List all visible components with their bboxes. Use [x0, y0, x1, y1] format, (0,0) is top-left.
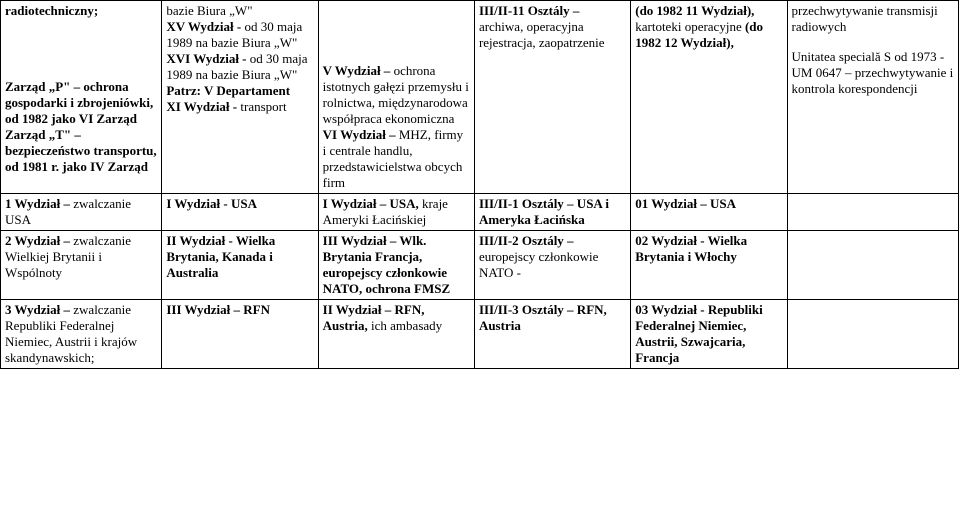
text: 02 Wydział - Wielka Brytania i Włochy [635, 233, 782, 265]
cell: 02 Wydział - Wielka Brytania i Włochy [631, 231, 787, 300]
table-row: 2 Wydział – zwalczanie Wielkiej Brytanii… [1, 231, 959, 300]
cell [787, 231, 958, 300]
cell: (do 1982 11 Wydział), kartoteki operacyj… [631, 1, 787, 194]
cell: przechwytywanie transmisji radiowych Uni… [787, 1, 958, 194]
text: 03 Wydział - Republiki Federalnej Niemie… [635, 302, 782, 366]
cell: II Wydział – RFN, Austria, ich ambasady [318, 300, 474, 369]
cell: bazie Biura „W" XV Wydział - od 30 maja … [162, 1, 318, 194]
cell: III/II-3 Osztály – RFN, Austria [474, 300, 630, 369]
text: III/II-11 Osztály – archiwa, operacyjna … [479, 3, 626, 51]
cell: III/II-1 Osztály – USA i Ameryka Łacińsk… [474, 194, 630, 231]
cell: I Wydział – USA, kraje Ameryki Łacińskie… [318, 194, 474, 231]
text: (do 1982 11 Wydział), kartoteki operacyj… [635, 3, 782, 51]
text: I Wydział - USA [166, 196, 313, 212]
text: I Wydział – USA, kraje Ameryki Łacińskie… [323, 196, 470, 228]
text: radiotechniczny; [5, 3, 157, 19]
cell: I Wydział - USA [162, 194, 318, 231]
cell [787, 300, 958, 369]
cell: radiotechniczny; Zarząd „P" – ochrona go… [1, 1, 162, 194]
text: XV Wydział - od 30 maja 1989 na bazie Bi… [166, 19, 313, 51]
cell: III Wydział – RFN [162, 300, 318, 369]
text: bazie Biura „W" [166, 3, 313, 19]
cell: 1 Wydział – zwalczanie USA [1, 194, 162, 231]
cell: III/II-11 Osztály – archiwa, operacyjna … [474, 1, 630, 194]
text: V Wydział – ochrona istotnych gałęzi prz… [323, 63, 470, 127]
cell: V Wydział – ochrona istotnych gałęzi prz… [318, 1, 474, 194]
text: II Wydział - Wielka Brytania, Kanada i A… [166, 233, 313, 281]
cell: 03 Wydział - Republiki Federalnej Niemie… [631, 300, 787, 369]
cell: III Wydział – Wlk. Brytania Francja, eur… [318, 231, 474, 300]
cell: 2 Wydział – zwalczanie Wielkiej Brytanii… [1, 231, 162, 300]
table-row: 3 Wydział – zwalczanie Republiki Federal… [1, 300, 959, 369]
cell: 01 Wydział – USA [631, 194, 787, 231]
text: 01 Wydział – USA [635, 196, 782, 212]
text: VI Wydział – MHZ, firmy i centrale handl… [323, 127, 470, 191]
text: 1 Wydział – zwalczanie USA [5, 196, 157, 228]
text: 3 Wydział – zwalczanie Republiki Federal… [5, 302, 157, 366]
cell: II Wydział - Wielka Brytania, Kanada i A… [162, 231, 318, 300]
text: III Wydział – Wlk. Brytania Francja, eur… [323, 233, 470, 297]
spacer [792, 35, 954, 49]
text: III/II-3 Osztály – RFN, Austria [479, 302, 626, 334]
table-row: radiotechniczny; Zarząd „P" – ochrona go… [1, 1, 959, 194]
cell: III/II-2 Osztály – europejscy członkowie… [474, 231, 630, 300]
text: XI Wydział - transport [166, 99, 313, 115]
text: III/II-2 Osztály – europejscy członkowie… [479, 233, 626, 281]
text: Unitatea specială S od 1973 - UM 0647 – … [792, 49, 954, 97]
table-row: 1 Wydział – zwalczanie USA I Wydział - U… [1, 194, 959, 231]
text: Zarząd „P" – ochrona gospodarki i zbroje… [5, 79, 157, 127]
text: Patrz: V Departament [166, 83, 313, 99]
text: XVI Wydział - od 30 maja 1989 na bazie B… [166, 51, 313, 83]
cell: 3 Wydział – zwalczanie Republiki Federal… [1, 300, 162, 369]
text: przechwytywanie transmisji radiowych [792, 3, 954, 35]
text: II Wydział – RFN, Austria, ich ambasady [323, 302, 470, 334]
spacer [323, 3, 470, 63]
text: III/II-1 Osztály – USA i Ameryka Łacińsk… [479, 196, 626, 228]
spacer [5, 19, 157, 79]
cell [787, 194, 958, 231]
text: Zarząd „T" – bezpieczeństwo transportu, … [5, 127, 157, 175]
text: 2 Wydział – zwalczanie Wielkiej Brytanii… [5, 233, 157, 281]
text: III Wydział – RFN [166, 302, 313, 318]
document-table: radiotechniczny; Zarząd „P" – ochrona go… [0, 0, 959, 369]
